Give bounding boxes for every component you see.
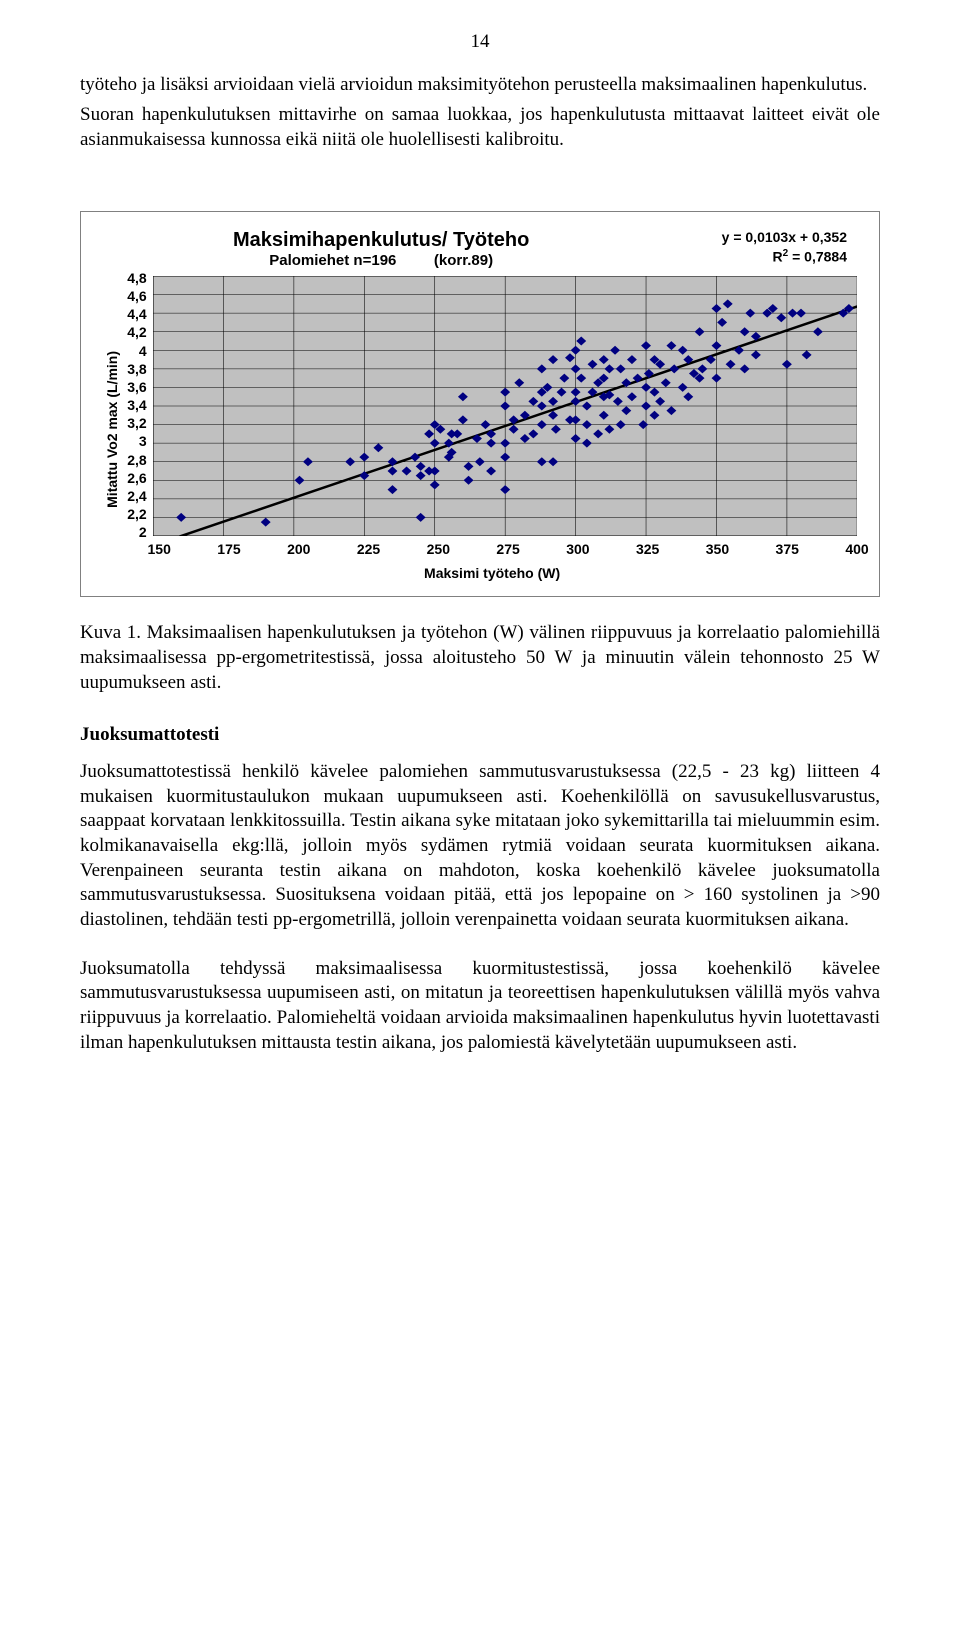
page-number: 14 [80, 30, 880, 55]
chart-subtitle-left: Palomiehet n=196 [269, 252, 396, 269]
chart-equation: y = 0,0103x + 0,352 R2 = 0,7884 [722, 228, 847, 268]
intro-para-1: työteho ja lisäksi arvioidaan vielä arvi… [80, 73, 880, 98]
chart-x-ticks: 150175200225250275300325350375400 [159, 540, 857, 558]
chart-eq-line1: y = 0,0103x + 0,352 [722, 228, 847, 248]
section-heading: Juoksumattotesti [80, 723, 880, 748]
chart-title: Maksimihapenkulutus/ Työteho Palomiehet … [233, 228, 529, 270]
scatter-chart-container: Maksimihapenkulutus/ Työteho Palomiehet … [80, 211, 880, 597]
intro-para-2: Suoran hapenkulutuksen mittavirhe on sam… [80, 103, 880, 152]
chart-eq-val: = 0,7884 [788, 249, 847, 265]
chart-y-axis-label: Mitattu Vo2 max (L/min) [103, 351, 121, 508]
body-para-1: Juoksumattotestissä henkilö kävelee palo… [80, 760, 880, 933]
scatter-plot-area [153, 276, 857, 536]
chart-title-main: Maksimihapenkulutus/ Työteho [233, 228, 529, 252]
chart-y-ticks: 4,84,64,44,243,83,63,43,232,82,62,42,22 [127, 269, 152, 529]
chart-x-axis-label: Maksimi työteho (W) [127, 564, 857, 582]
figure-caption: Kuva 1. Maksimaalisen hapenkulutuksen ja… [80, 621, 880, 695]
chart-eq-r: R [773, 249, 783, 265]
chart-subtitle-right: (korr.89) [434, 252, 493, 269]
body-para-2: Juoksumatolla tehdyssä maksimaalisessa k… [80, 957, 880, 1056]
